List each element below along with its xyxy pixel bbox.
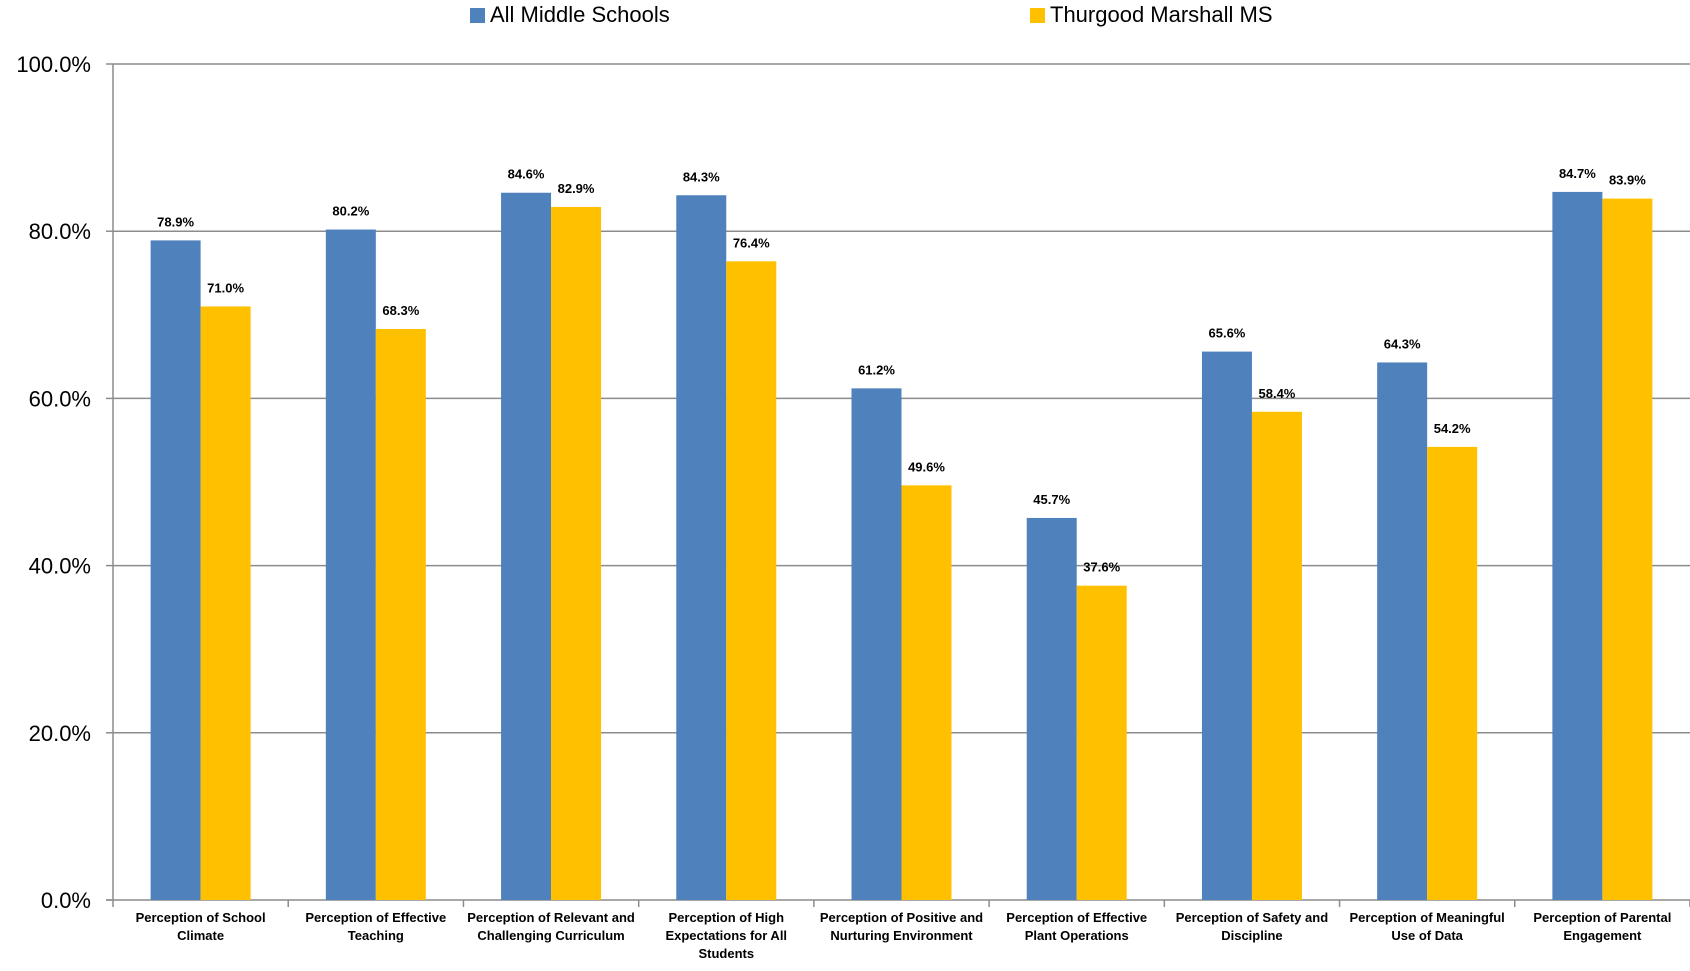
x-category-label: Perception of Meaningful Use of Data xyxy=(1349,910,1505,943)
bar xyxy=(200,306,251,900)
data-label: 58.4% xyxy=(1259,386,1296,401)
y-tick-label: 0.0% xyxy=(41,888,91,913)
legend-swatch-all-middle-schools xyxy=(470,7,485,23)
data-label: 84.7% xyxy=(1559,166,1596,181)
data-label: 45.7% xyxy=(1033,492,1070,507)
legend-item-thurgood-marshall: Thurgood Marshall MS xyxy=(1030,2,1273,28)
data-label: 54.2% xyxy=(1434,421,1471,436)
data-label: 84.6% xyxy=(508,167,545,182)
y-tick-label: 80.0% xyxy=(29,219,91,244)
legend: All Middle Schools Thurgood Marshall MS xyxy=(0,2,1690,32)
bar xyxy=(375,329,426,901)
x-category-label: Perception of Effective Plant Operations xyxy=(1006,910,1148,943)
x-category-label: Perception of School Climate xyxy=(135,910,266,943)
data-label: 37.6% xyxy=(1083,560,1120,575)
x-category-label: Perception of Relevant and Challenging C… xyxy=(467,910,635,943)
bar xyxy=(676,195,727,900)
bar xyxy=(501,192,552,900)
y-tick-label: 40.0% xyxy=(29,554,91,579)
y-tick-label: 100.0% xyxy=(16,52,91,77)
bar xyxy=(1251,411,1302,900)
bar xyxy=(1552,191,1603,900)
x-category-label: Perception of Parental Engagement xyxy=(1533,910,1672,943)
bar xyxy=(726,261,777,900)
data-label: 64.3% xyxy=(1384,336,1421,351)
y-tick-label: 60.0% xyxy=(29,386,91,411)
y-tick-label: 20.0% xyxy=(29,721,91,746)
data-label: 65.6% xyxy=(1209,326,1246,341)
legend-label-thurgood-marshall: Thurgood Marshall MS xyxy=(1050,2,1273,27)
bar xyxy=(1602,198,1653,900)
data-label: 49.6% xyxy=(908,459,945,474)
bar xyxy=(1026,517,1077,900)
data-label: 71.0% xyxy=(207,280,244,295)
bar xyxy=(1201,351,1252,901)
data-label: 84.3% xyxy=(683,169,720,184)
bar xyxy=(551,206,602,900)
data-label: 78.9% xyxy=(157,214,194,229)
bar xyxy=(150,240,201,900)
data-label: 61.2% xyxy=(858,362,895,377)
bar xyxy=(1377,362,1428,900)
data-label: 76.4% xyxy=(733,235,770,250)
bar xyxy=(901,485,952,900)
data-label: 82.9% xyxy=(558,181,595,196)
data-label: 80.2% xyxy=(332,204,369,219)
legend-swatch-thurgood-marshall xyxy=(1030,7,1045,23)
bar xyxy=(1076,585,1127,900)
x-category-label: Perception of Effective Teaching xyxy=(305,910,447,943)
bar xyxy=(325,229,376,900)
data-label: 68.3% xyxy=(382,303,419,318)
x-category-label: Perception of Positive and Nurturing Env… xyxy=(819,910,984,943)
x-category-label: Perception of High Expectations for All … xyxy=(665,910,788,961)
data-label: 83.9% xyxy=(1609,173,1646,188)
legend-label-all-middle-schools: All Middle Schools xyxy=(490,2,670,27)
x-category-label: Perception of Safety and Discipline xyxy=(1175,910,1329,943)
bar xyxy=(1427,446,1478,900)
bar xyxy=(851,388,902,900)
legend-item-all-middle-schools: All Middle Schools xyxy=(470,2,670,28)
